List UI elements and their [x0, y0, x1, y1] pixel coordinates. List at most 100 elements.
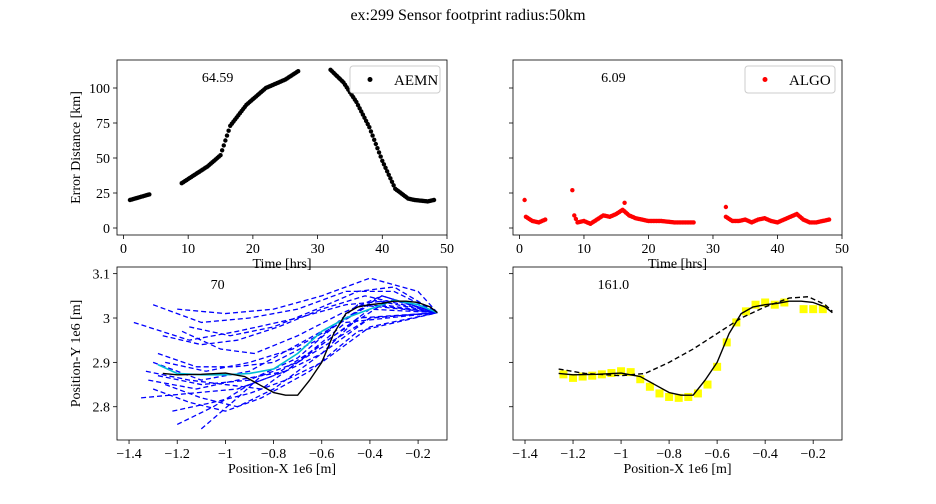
data-point: [617, 367, 626, 376]
data-point: [636, 375, 645, 384]
data-point: [626, 368, 635, 377]
data-point: [372, 137, 377, 142]
data-point: [770, 300, 779, 309]
data-point: [693, 389, 702, 398]
y-tick-label: 2.9: [93, 356, 111, 371]
chart-aemn: 0 10 20 30 40 50 0 25 50 75 100 Time [hrs] Error Dis…: [69, 59, 454, 272]
data-point: [665, 392, 674, 401]
particle-path: [177, 277, 438, 315]
axes-frame: [512, 59, 843, 236]
truth-path: [558, 300, 833, 396]
data-point: [723, 204, 729, 210]
data-point: [295, 69, 301, 74]
x-tick-label: −0.4: [357, 447, 382, 462]
particle-path: [157, 304, 438, 368]
data-point: [380, 158, 385, 163]
y-tick-label: 50: [96, 152, 110, 167]
data-point: [388, 176, 393, 181]
figure-title: ex:299 Sensor footprint radius:50km: [350, 7, 586, 24]
x-tick-label: −1.2: [165, 447, 190, 462]
x-tick-label: −0.6: [309, 447, 334, 462]
x-tick-label: 10: [577, 242, 591, 257]
y-tick-label: 3.1: [93, 268, 111, 283]
data-point: [818, 305, 827, 314]
legend-marker: [762, 77, 768, 82]
panel-annotation: 6.09: [601, 71, 626, 86]
data-point: [655, 389, 664, 398]
x-tick-label: 20: [246, 242, 260, 257]
legend-frame: [349, 65, 441, 94]
x-tick-label: 40: [375, 242, 389, 257]
x-tick-label: 30: [311, 242, 325, 257]
x-tick-label: −1: [218, 447, 233, 462]
plot-area: [133, 277, 438, 430]
y-axis-label: Error Distance [km]: [69, 91, 84, 204]
data-point: [373, 141, 379, 147]
plot-area: [127, 67, 437, 204]
data-point: [391, 183, 396, 188]
particle-path: [165, 299, 438, 372]
y-tick-label: 25: [96, 187, 110, 202]
dashed-path: [558, 296, 833, 377]
axes-frame: [116, 266, 448, 441]
data-point: [570, 188, 575, 193]
data-point: [543, 217, 548, 222]
data-point: [684, 392, 693, 401]
particle-path: [152, 312, 438, 412]
x-tick-label: 20: [641, 242, 655, 257]
data-point: [588, 371, 597, 380]
data-point: [224, 133, 230, 138]
plot-area: [522, 188, 832, 226]
x-tick-label: 50: [835, 242, 849, 257]
data-point: [713, 362, 722, 371]
y-tick-label: 0: [103, 222, 110, 237]
y-axis-label: Position-Y 1e6 [m]: [69, 300, 84, 408]
data-point: [622, 200, 627, 205]
data-point: [226, 128, 231, 133]
x-axis-label: Time [hrs]: [253, 257, 312, 272]
data-point: [381, 162, 387, 167]
x-axis-label: Position-X 1e6 [m]: [228, 462, 336, 477]
legend: AEMN: [349, 65, 441, 94]
x-axis-label: Position-X 1e6 [m]: [623, 462, 731, 477]
truth-path: [162, 300, 438, 396]
data-point: [378, 154, 383, 159]
data-point: [573, 216, 579, 222]
data-point: [384, 169, 390, 174]
x-tick-label: 10: [181, 242, 195, 257]
data-point: [522, 197, 527, 203]
data-point: [370, 133, 375, 138]
y-tick-label: 75: [96, 117, 110, 132]
x-tick-label: −1.4: [116, 447, 141, 462]
data-point: [147, 192, 152, 197]
data-point: [376, 150, 382, 155]
x-tick-label: −1: [614, 447, 629, 462]
data-point: [431, 197, 437, 203]
data-point: [809, 305, 818, 314]
particle-path: [162, 295, 438, 346]
data-point: [221, 143, 226, 148]
particle-path: [172, 312, 438, 412]
axes-frame: [512, 266, 843, 441]
y-tick-label: 100: [89, 82, 110, 97]
legend-label: ALGO: [789, 73, 831, 89]
particle-path: [152, 290, 438, 324]
data-point: [389, 179, 395, 184]
data-point: [703, 380, 712, 389]
x-tick-label: 30: [706, 242, 720, 257]
x-tick-label: −0.8: [656, 447, 681, 462]
x-tick-label: −1.4: [512, 447, 537, 462]
data-point: [223, 138, 228, 143]
chart-algo: 0 10 20 30 40 50 Time [hrs] 6.09 ALGO: [509, 59, 849, 272]
x-tick-label: −0.4: [752, 447, 777, 462]
x-tick-label: 0: [516, 242, 523, 257]
data-point: [572, 213, 577, 218]
x-tick-label: −0.2: [405, 447, 430, 462]
data-point: [761, 298, 770, 307]
x-tick-label: 0: [120, 242, 127, 257]
data-point: [799, 305, 808, 314]
plot-area: [558, 296, 833, 402]
axes-frame: [116, 59, 448, 236]
panel-annotation: 161.0: [598, 278, 630, 293]
